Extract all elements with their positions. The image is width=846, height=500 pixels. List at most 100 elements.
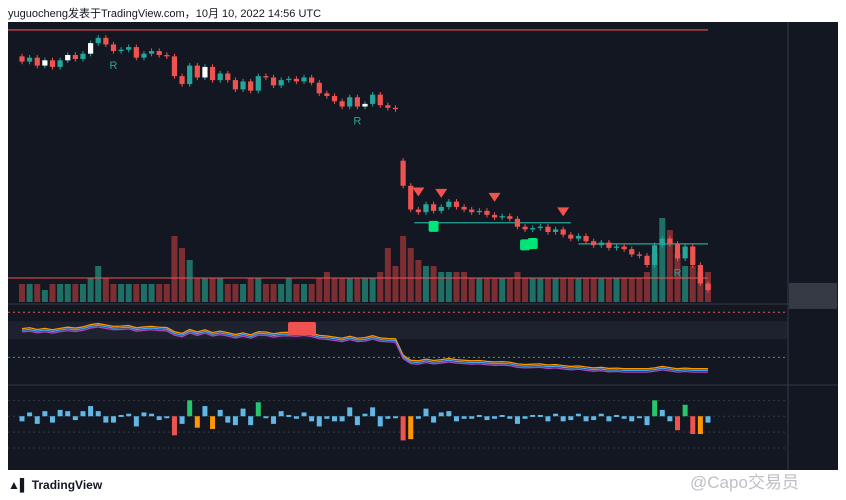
candle[interactable] — [644, 255, 650, 266]
candle[interactable] — [377, 94, 383, 106]
candle[interactable] — [568, 234, 574, 239]
candle[interactable] — [324, 93, 330, 96]
candle[interactable] — [674, 243, 681, 259]
candle[interactable] — [629, 249, 635, 255]
candle[interactable] — [240, 81, 246, 90]
candle[interactable] — [72, 55, 78, 59]
candle[interactable] — [705, 283, 711, 291]
candle[interactable] — [141, 53, 147, 58]
candle[interactable] — [255, 76, 261, 91]
chart-container[interactable]: R R R — [8, 22, 838, 470]
candle[interactable] — [621, 246, 627, 250]
candle[interactable] — [187, 65, 193, 85]
candle[interactable] — [164, 55, 170, 57]
candle[interactable] — [339, 101, 345, 107]
candle[interactable] — [583, 235, 589, 242]
candle[interactable] — [42, 60, 48, 66]
candle[interactable] — [179, 76, 185, 85]
candle[interactable] — [690, 246, 696, 266]
buy-signal-badge[interactable] — [428, 220, 439, 232]
candle[interactable] — [293, 78, 299, 82]
candle[interactable] — [270, 77, 277, 86]
candle[interactable] — [354, 97, 360, 107]
candle[interactable] — [431, 204, 437, 211]
candle[interactable] — [392, 107, 399, 110]
candle[interactable] — [49, 60, 56, 67]
candle[interactable] — [232, 80, 239, 90]
rsi-pane[interactable] — [8, 311, 788, 373]
candle[interactable] — [652, 245, 658, 266]
candle[interactable] — [537, 226, 543, 229]
candle[interactable] — [423, 204, 429, 213]
candle[interactable] — [385, 105, 391, 108]
candle[interactable] — [530, 228, 536, 230]
candle[interactable] — [507, 216, 513, 219]
buy-signal-badge[interactable] — [527, 238, 538, 250]
tradingview-logo[interactable]: ▲▌ TradingView — [8, 478, 103, 492]
candle[interactable] — [88, 43, 94, 54]
candle[interactable] — [263, 76, 269, 78]
sell-signal-icon[interactable] — [412, 187, 425, 197]
candle[interactable] — [202, 66, 208, 78]
candle[interactable] — [118, 49, 124, 52]
candle[interactable] — [408, 185, 414, 210]
candle[interactable] — [636, 254, 642, 256]
candle[interactable] — [286, 78, 292, 81]
candle[interactable] — [194, 65, 200, 78]
candle[interactable] — [148, 51, 155, 54]
candle[interactable] — [95, 37, 101, 44]
candle[interactable] — [461, 206, 467, 210]
candle[interactable] — [484, 210, 490, 215]
thrust-pane[interactable] — [8, 399, 788, 449]
candle[interactable] — [370, 94, 376, 104]
candle[interactable] — [491, 214, 498, 218]
candle[interactable] — [110, 44, 117, 52]
candle[interactable] — [438, 206, 444, 211]
sell-signal-icon[interactable] — [435, 188, 448, 198]
candle[interactable] — [560, 229, 566, 235]
candle[interactable] — [301, 77, 307, 82]
candle[interactable] — [171, 56, 178, 77]
candle[interactable] — [469, 209, 475, 213]
candle[interactable] — [316, 82, 322, 94]
candle[interactable] — [591, 241, 597, 246]
candle[interactable] — [453, 201, 460, 207]
candle[interactable] — [362, 103, 368, 107]
candle[interactable] — [575, 235, 582, 239]
candle[interactable] — [133, 47, 139, 58]
candle[interactable] — [613, 246, 620, 248]
candle[interactable] — [552, 229, 559, 232]
candle[interactable] — [514, 218, 521, 227]
main-pane[interactable]: R R R — [8, 29, 711, 302]
candle[interactable] — [65, 55, 71, 61]
candle[interactable] — [598, 242, 604, 246]
candle[interactable] — [27, 57, 33, 62]
candle[interactable] — [606, 242, 612, 248]
price-axis[interactable] — [789, 282, 837, 309]
candle[interactable] — [80, 53, 86, 59]
candle[interactable] — [347, 97, 353, 107]
candle[interactable] — [34, 57, 40, 66]
candle[interactable] — [415, 209, 421, 213]
candle[interactable] — [309, 77, 315, 83]
buy-signal-badge[interactable] — [520, 239, 531, 251]
candle[interactable] — [545, 226, 551, 232]
candle[interactable] — [248, 81, 254, 91]
candle[interactable] — [697, 265, 703, 284]
candle[interactable] — [278, 80, 284, 86]
candle[interactable] — [331, 95, 338, 102]
candle[interactable] — [499, 216, 505, 218]
candle[interactable] — [217, 73, 223, 81]
candle[interactable] — [156, 51, 162, 56]
candle[interactable] — [667, 238, 673, 244]
candle[interactable] — [522, 226, 528, 230]
chart-svg[interactable]: R R R — [8, 22, 838, 470]
candle[interactable] — [476, 210, 482, 213]
candle[interactable] — [682, 246, 688, 259]
candle[interactable] — [209, 66, 216, 81]
candle[interactable] — [19, 56, 25, 62]
candle[interactable] — [103, 37, 109, 45]
sell-signal-icon[interactable] — [557, 207, 570, 217]
sell-signal-icon[interactable] — [488, 192, 501, 202]
candle[interactable] — [400, 160, 406, 186]
